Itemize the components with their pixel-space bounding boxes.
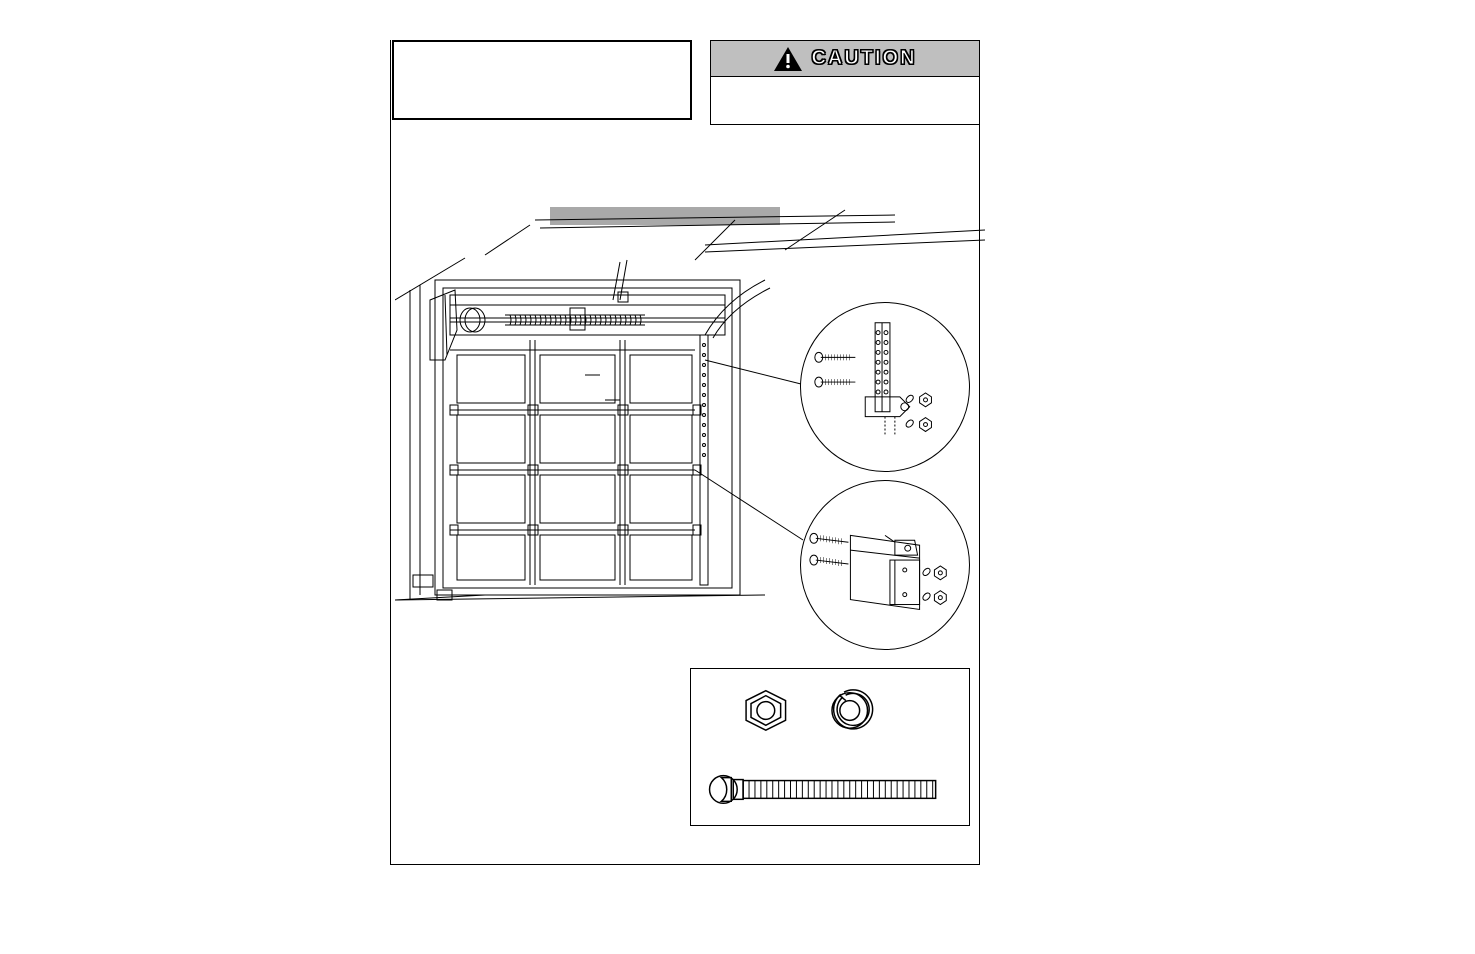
warning-triangle-icon: [773, 46, 803, 72]
step-title-box: [392, 40, 692, 120]
hardware-box: [690, 668, 970, 826]
lock-washer-icon: [832, 692, 871, 729]
carriage-bolt-icon: [710, 776, 936, 804]
detail-circle-door-bracket: [800, 480, 970, 650]
caution-box: CAUTION: [710, 40, 980, 125]
hex-nut-icon: [746, 691, 785, 730]
caution-header: CAUTION: [711, 41, 979, 77]
detail-circle-header-bracket: [800, 302, 970, 472]
caution-label: CAUTION: [811, 47, 916, 70]
